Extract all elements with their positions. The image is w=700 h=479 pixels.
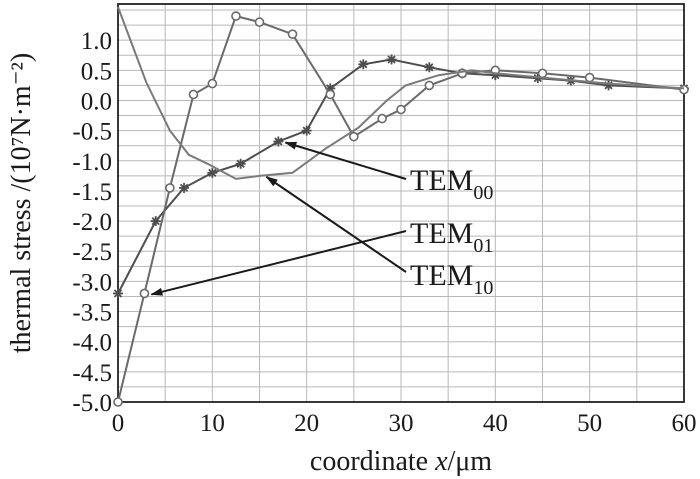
data-point-circle (207, 78, 218, 89)
data-point-circle (424, 80, 435, 91)
data-point-star (235, 158, 246, 169)
y-tick-label: -0.5 (72, 119, 112, 146)
data-point-circle (377, 113, 387, 124)
x-tick-label: 50 (577, 410, 602, 437)
data-point-circle (188, 89, 199, 100)
annotation-arrow (284, 141, 407, 180)
data-point-circle (139, 288, 150, 299)
series-layer (113, 6, 689, 407)
x-axis-title-unit: /μm (448, 446, 493, 477)
x-tick-label: 30 (389, 410, 414, 437)
data-point-star (273, 136, 284, 147)
annotation-tem00: TEM00 (284, 141, 493, 204)
series-line (117, 14, 685, 403)
annotation-label: TEM01 (410, 217, 493, 257)
y-tick-label: -1.5 (72, 179, 112, 206)
series-tem10 (117, 6, 685, 180)
data-point-star (301, 125, 312, 136)
y-tick-label: 0.5 (81, 58, 112, 85)
plot-frame (117, 3, 685, 403)
annotation-arrow (150, 230, 407, 296)
y-tick-label: -2.0 (72, 209, 112, 236)
data-point-star (424, 62, 435, 73)
grid (117, 4, 685, 403)
series-line (117, 6, 685, 180)
annotation-arrow (265, 176, 407, 273)
data-point-star (150, 216, 161, 227)
data-point-star (113, 288, 123, 299)
x-tick-label: 20 (294, 410, 319, 437)
tick-labels: 0 10 20 30 40 50 60 1.0 0.5 0.0 -0.5 -1.0 -1.5 -2.0 -2… (72, 28, 696, 437)
data-point-circle (537, 68, 548, 79)
data-point-circle (325, 89, 336, 100)
data-point-star (603, 80, 614, 91)
annotation-tem01: TEM01 (150, 217, 493, 296)
x-tick-label: 40 (483, 410, 508, 437)
data-point-star (358, 59, 369, 70)
data-point-circle (231, 11, 241, 21)
x-tick-label: 0 (112, 410, 125, 437)
data-point-circle (584, 72, 595, 83)
data-point-circle (254, 17, 265, 27)
x-axis-title: coordinate x/μm (310, 446, 492, 477)
y-tick-label: 0.0 (81, 88, 112, 115)
data-point-star (386, 54, 397, 65)
y-axis-title: thermal stress /(10⁷N·m⁻²) (6, 53, 37, 353)
data-point-circle (679, 84, 689, 95)
annotation-tem10: TEM10 (265, 176, 493, 299)
data-point-circle (396, 104, 406, 115)
x-tick-label: 60 (672, 410, 697, 437)
y-tick-label: -4.5 (72, 360, 112, 387)
y-tick-label: -1.0 (72, 149, 112, 176)
data-point-circle (287, 29, 298, 39)
data-point-circle (349, 131, 359, 142)
y-tick-label: -3.0 (72, 269, 112, 296)
data-point-star (207, 167, 218, 178)
y-tick-label: -5.0 (72, 390, 112, 417)
data-point-circle (165, 183, 175, 193)
data-point-star (179, 182, 190, 193)
y-tick-label: -3.5 (72, 300, 112, 327)
x-tick-label: 10 (200, 410, 225, 437)
x-axis-title-prefix: coordinate (310, 446, 435, 477)
series-tem01 (113, 11, 689, 407)
x-axis-title-variable: x (434, 446, 448, 477)
data-point-circle (113, 397, 123, 407)
y-tick-label: 1.0 (81, 28, 112, 55)
y-tick-label: -4.0 (72, 330, 112, 357)
y-tick-label: -2.5 (72, 239, 112, 266)
annotation-label: TEM00 (410, 164, 493, 204)
annotation-label: TEM10 (410, 259, 493, 299)
